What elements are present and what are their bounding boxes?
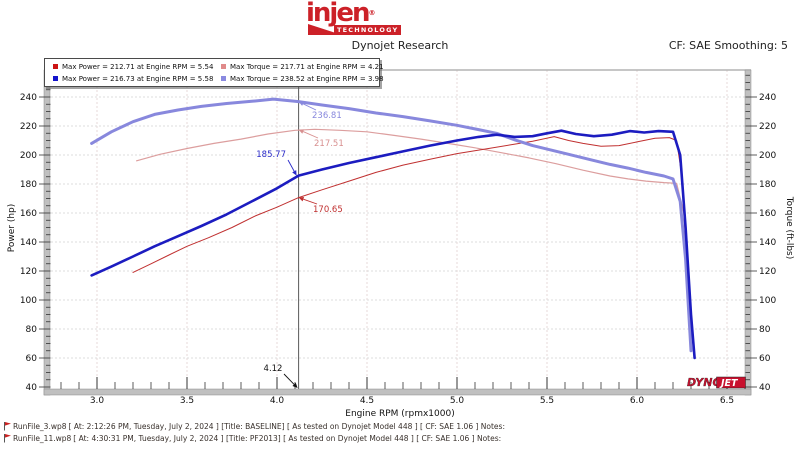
- pf2013-power-curve: [90, 129, 696, 360]
- torque-tick-label: 200: [759, 151, 776, 161]
- registered-mark: ®: [368, 9, 375, 17]
- torque-tick-label: 100: [759, 296, 776, 306]
- annotation-arrow: [303, 198, 318, 205]
- rpm-tick-label: 3.0: [90, 396, 105, 406]
- cursor-value-label: 170.65: [313, 205, 343, 215]
- baseline-torque-curve: [136, 128, 694, 345]
- torque-tick-label: 60: [759, 354, 771, 364]
- legend-item: Max Power = 216.73 at Engine RPM = 5.58: [53, 73, 221, 85]
- cursor-value-label: 185.77: [256, 150, 286, 160]
- rpm-tick-label: 5.5: [540, 396, 554, 406]
- power-tick-label: 100: [20, 296, 37, 306]
- torque-axis-title: Torque (ft-lbs): [784, 196, 794, 260]
- power-tick-label: 60: [26, 354, 38, 364]
- rpm-tick-label: 6.5: [720, 396, 734, 406]
- annotation-arrow: [303, 131, 319, 139]
- injen-technology-tagline: TECHNOLOGY: [334, 25, 402, 35]
- power-tick-label: 200: [20, 151, 37, 161]
- run-file-meta: [ At: 2:12:26 PM, Tuesday, July 2, 2024 …: [68, 421, 505, 431]
- baseline-power-curve: [132, 136, 692, 342]
- chart-legend: Max Power = 212.71 at Engine RPM = 5.54 …: [44, 58, 384, 87]
- cursor-value-label: 236.81: [312, 111, 342, 121]
- power-tick-label: 140: [20, 238, 37, 248]
- annotation-arrow: [302, 103, 317, 111]
- torque-tick-label: 180: [759, 180, 776, 190]
- torque-tick-label: 160: [759, 209, 776, 219]
- run-file-list: RunFile_3.wp8 [ At: 2:12:26 PM, Tuesday,…: [3, 420, 505, 444]
- injen-logo: injen® TECHNOLOGY: [306, 0, 402, 35]
- power-tick-label: 240: [20, 93, 37, 103]
- annotation-arrowhead: [298, 197, 305, 202]
- annotation-arrowhead: [292, 170, 297, 176]
- legend-color-swatch: [221, 76, 226, 81]
- cf-smoothing-label: CF: SAE Smoothing: 5: [668, 39, 788, 52]
- legend-item: Max Torque = 238.52 at Engine RPM = 3.98: [221, 73, 384, 85]
- legend-color-swatch: [53, 76, 58, 81]
- run-file-row[interactable]: RunFile_3.wp8 [ At: 2:12:26 PM, Tuesday,…: [3, 420, 505, 432]
- legend-label: Max Power = 212.71 at Engine RPM = 5.54: [62, 62, 214, 71]
- power-tick-label: 160: [20, 209, 37, 219]
- legend-label: Max Torque = 238.52 at Engine RPM = 3.98: [230, 74, 384, 83]
- run-file-name: RunFile_11.wp8: [13, 433, 72, 443]
- rpm-tick-label: 3.5: [180, 396, 194, 406]
- bottom-axis-spine: [43, 388, 752, 396]
- page-title: Dynojet Research: [351, 39, 449, 52]
- power-tick-label: 40: [26, 383, 38, 393]
- cursor-value-label: 217.51: [314, 139, 344, 149]
- legend-item: Max Power = 212.71 at Engine RPM = 5.54: [53, 61, 221, 73]
- cursor-value-label: 4.12: [264, 364, 283, 374]
- run-file-name: RunFile_3.wp8: [13, 421, 67, 431]
- power-tick-label: 220: [20, 122, 37, 132]
- annotation-arrow: [287, 159, 295, 172]
- torque-tick-label: 40: [759, 383, 771, 393]
- run-file-meta: [ At: 4:30:31 PM, Tuesday, July 2, 2024 …: [73, 433, 502, 443]
- dynojet-watermark-dyno: DYNO: [687, 376, 722, 389]
- dynojet-watermark-box: [716, 376, 746, 389]
- rpm-tick-label: 6.0: [630, 396, 645, 406]
- power-tick-label: 120: [20, 267, 37, 277]
- power-tick-label: 80: [26, 325, 38, 335]
- power-tick-label: 180: [20, 180, 37, 190]
- rpm-tick-label: 4.5: [360, 396, 374, 406]
- annotation-arrow: [283, 373, 295, 385]
- injen-swoosh-icon: [308, 24, 342, 35]
- injen-logo-word: injen®: [306, 0, 375, 28]
- torque-tick-label: 140: [759, 238, 776, 248]
- run-flag-icon: [4, 422, 11, 431]
- torque-tick-label: 120: [759, 267, 776, 277]
- torque-tick-label: 240: [759, 93, 776, 103]
- torque-tick-label: 220: [759, 122, 776, 132]
- legend-label: Max Torque = 217.71 at Engine RPM = 4.21: [230, 62, 384, 71]
- rpm-axis-title: Engine RPM (rpmx1000): [345, 409, 454, 419]
- torque-tick-label: 80: [759, 325, 771, 335]
- run-flag-icon: [4, 434, 11, 443]
- legend-item: Max Torque = 217.71 at Engine RPM = 4.21: [221, 61, 384, 73]
- dynojet-watermark-jet: JET: [719, 378, 739, 389]
- legend-color-swatch: [221, 64, 226, 69]
- legend-color-swatch: [53, 64, 58, 69]
- run-file-row[interactable]: RunFile_11.wp8 [ At: 4:30:31 PM, Tuesday…: [3, 432, 505, 444]
- power-axis-title: Power (hp): [7, 204, 17, 253]
- pf2013-torque-curve: [90, 97, 693, 353]
- annotation-arrowhead: [298, 129, 305, 134]
- legend-label: Max Power = 216.73 at Engine RPM = 5.58: [62, 74, 214, 83]
- rpm-tick-label: 4.0: [270, 396, 285, 406]
- rpm-tick-label: 5.0: [450, 396, 465, 406]
- annotation-arrowhead: [298, 101, 305, 106]
- annotation-arrowhead: [292, 382, 298, 388]
